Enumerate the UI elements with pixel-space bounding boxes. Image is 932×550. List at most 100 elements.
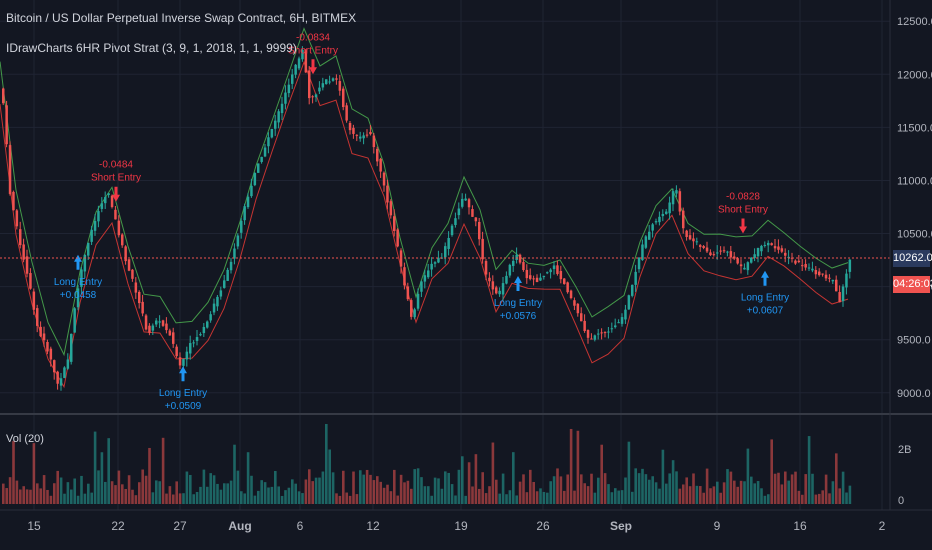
volume-bar — [141, 469, 144, 504]
volume-bar — [658, 488, 661, 504]
volume-bar — [393, 469, 396, 504]
candle-body — [821, 273, 824, 275]
volume-bar — [505, 494, 508, 504]
volume-bar — [253, 495, 257, 504]
volume-bar — [263, 482, 267, 504]
volume-bar — [175, 481, 178, 504]
candle-body — [631, 284, 634, 296]
candle-body — [617, 322, 620, 324]
candle-body — [835, 279, 838, 292]
volume-bar — [396, 495, 399, 504]
candle-body — [161, 320, 165, 326]
volume-bar — [440, 488, 444, 504]
candle-body — [444, 246, 447, 258]
volume-bar — [369, 474, 372, 504]
volume-bar — [216, 483, 219, 504]
volume-bar — [627, 441, 631, 504]
volume-bar — [518, 481, 522, 504]
time-tick-label: 9 — [714, 519, 721, 533]
candle-body — [192, 342, 195, 344]
candle-body — [372, 135, 376, 148]
volume-bar — [787, 480, 790, 504]
pivot-low-line — [0, 60, 849, 389]
candle-body — [2, 88, 5, 104]
candle-body — [777, 246, 780, 250]
candle-body — [287, 84, 291, 94]
candle-body — [801, 265, 804, 267]
volume-bar — [495, 479, 498, 504]
price-tick-label: 11500.0 — [897, 122, 932, 134]
volume-bar — [794, 471, 797, 504]
volume-bar — [236, 470, 240, 504]
candle-body — [433, 262, 437, 264]
volume-bar — [233, 444, 236, 504]
candle-body — [240, 220, 243, 233]
volume-bar — [243, 493, 246, 504]
candle-body — [661, 213, 665, 217]
volume-bar — [291, 479, 294, 504]
volume-bar — [733, 480, 736, 504]
candle-body — [22, 244, 25, 260]
long-entry-marker: Long Entry +0.0458 — [54, 254, 102, 301]
candle-body — [695, 241, 699, 243]
candle-body — [46, 342, 49, 352]
volume-bar — [437, 478, 440, 504]
volume-bar — [131, 489, 134, 504]
candle-body — [8, 145, 12, 194]
volume-axis: 2B 0 — [898, 444, 911, 507]
volume-bar — [801, 494, 804, 504]
volume-bar — [573, 490, 576, 504]
volume-bar — [811, 473, 814, 504]
volume-bar — [597, 477, 600, 504]
volume-bar — [716, 481, 719, 504]
volume-bar — [552, 476, 556, 504]
candle-body — [328, 81, 331, 83]
volume-bar — [56, 470, 59, 504]
candle-body — [216, 296, 219, 307]
volume-bar — [158, 481, 161, 504]
candle-body — [474, 217, 478, 222]
candle-body — [665, 211, 668, 214]
volume-bar — [586, 486, 590, 504]
volume-bar — [563, 490, 566, 504]
volume-bar — [127, 475, 131, 504]
candle-body — [114, 209, 117, 220]
candle-body — [410, 300, 413, 317]
long-entry-marker: Long Entry +0.0509 — [159, 366, 207, 412]
candle-body — [620, 317, 624, 324]
candle-body — [297, 58, 301, 69]
volume-bar — [144, 475, 148, 504]
volume-bar — [280, 495, 284, 504]
candle-body — [685, 230, 688, 237]
candle-body — [512, 260, 515, 266]
candle-body — [692, 238, 695, 242]
time-tick-label: 16 — [793, 519, 807, 533]
candle-body — [481, 238, 484, 260]
volume-bar — [546, 492, 549, 504]
candle-body — [651, 224, 654, 231]
volume-bar — [535, 491, 539, 504]
candle-body — [325, 79, 328, 85]
candle-body — [107, 193, 110, 195]
volume-bar — [226, 483, 229, 504]
candle-body — [797, 260, 801, 263]
candle-body — [546, 272, 549, 274]
candle-body — [93, 220, 97, 231]
candle-body — [250, 185, 253, 197]
candle-body — [447, 237, 450, 249]
volume-label: Vol (20) — [6, 433, 44, 445]
volume-bar — [267, 487, 270, 504]
candle-body — [566, 282, 569, 293]
volume-bar — [688, 486, 692, 504]
candle-body — [345, 105, 348, 121]
trade-value: -0.0828 — [726, 192, 760, 203]
candle-body — [376, 148, 379, 162]
volume-bar — [53, 483, 56, 504]
volume-bar — [420, 477, 423, 504]
candle-body — [729, 251, 733, 258]
volume-bar — [478, 488, 481, 504]
candle-body — [600, 332, 603, 334]
volume-bar — [59, 477, 63, 504]
volume-bar — [348, 495, 352, 504]
